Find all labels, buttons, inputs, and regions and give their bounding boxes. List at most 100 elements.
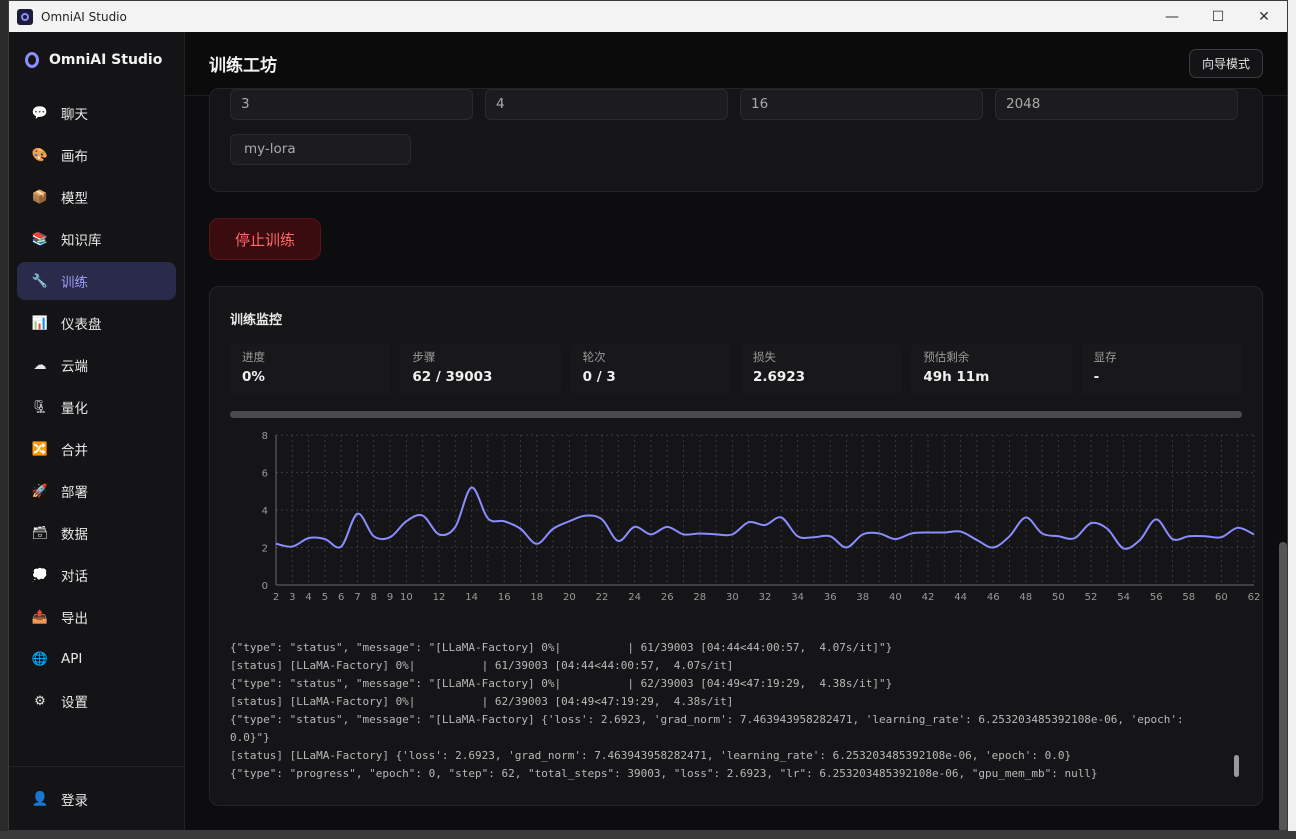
- x-tick-label: 12: [433, 592, 446, 603]
- login-button[interactable]: 👤 登录: [9, 766, 184, 830]
- login-label: 登录: [61, 792, 88, 809]
- sidebar-item-label: 部署: [61, 485, 88, 501]
- output-name-field[interactable]: my-lora: [230, 134, 411, 165]
- x-tick-label: 20: [563, 592, 576, 603]
- x-tick-label: 48: [1019, 592, 1032, 603]
- sidebar-item-0[interactable]: 💬 聊天: [17, 94, 176, 132]
- x-tick-label: 62: [1248, 592, 1261, 603]
- books-icon: 📚: [31, 231, 49, 247]
- palette-icon: 🎨: [31, 147, 49, 163]
- stat-label: 显存: [1093, 350, 1117, 364]
- stat-value: 0%: [242, 369, 265, 385]
- sidebar-item-1[interactable]: 🎨 画布: [17, 136, 176, 174]
- stat-card: 轮次 0 / 3: [570, 343, 731, 395]
- x-tick-label: 10: [400, 592, 413, 603]
- stat-value: 62 / 39003: [412, 369, 493, 385]
- stat-label: 步骤: [412, 350, 436, 364]
- main-scrollbar[interactable]: [1279, 542, 1287, 830]
- close-button[interactable]: ✕: [1258, 8, 1270, 25]
- stat-label: 轮次: [582, 350, 606, 364]
- x-tick-label: 16: [498, 592, 511, 603]
- stat-card: 预估剩余 49h 11m: [911, 343, 1072, 395]
- sidebar-item-label: 对话: [61, 569, 88, 585]
- sidebar-item-8[interactable]: 🔀 合并: [17, 430, 176, 468]
- brand: OmniAI Studio: [9, 32, 184, 88]
- log-scroll-thumb[interactable]: [1234, 755, 1239, 777]
- minimize-button[interactable]: —: [1165, 8, 1179, 25]
- window-title: OmniAI Studio: [41, 9, 127, 24]
- desktop-background-left: [0, 0, 8, 839]
- stop-training-button[interactable]: 停止训练: [209, 218, 321, 260]
- stat-value: 49h 11m: [923, 369, 990, 385]
- x-tick-label: 30: [726, 592, 739, 603]
- sidebar-item-2[interactable]: 📦 模型: [17, 178, 176, 216]
- top-bar: 训练工坊 向导模式: [185, 32, 1287, 96]
- stat-value: -: [1093, 369, 1100, 385]
- maximize-button[interactable]: ☐: [1211, 8, 1225, 25]
- sidebar-item-label: 模型: [61, 191, 88, 207]
- training-log[interactable]: {"type": "status", "message": "[LLaMA-Fa…: [230, 639, 1242, 789]
- app-logo-icon: [17, 8, 33, 25]
- sidebar-item-label: 聊天: [61, 107, 88, 123]
- x-tick-label: 36: [824, 592, 837, 603]
- config-field-1[interactable]: 3: [230, 89, 473, 120]
- bar-chart-icon: 📊: [31, 315, 49, 331]
- config-field-4[interactable]: 2048: [995, 89, 1238, 120]
- sidebar-item-6[interactable]: ☁ 云端: [17, 346, 176, 384]
- log-line: {"type": "status", "message": "[LLaMA-Fa…: [230, 713, 1191, 744]
- app-window: OmniAI Studio — ☐ ✕ OmniAI Studio 💬 聊天 🎨 画布…: [8, 0, 1288, 831]
- sidebar-item-11[interactable]: 💭 对话: [17, 556, 176, 594]
- sidebar-item-5[interactable]: 📊 仪表盘: [17, 304, 176, 342]
- shuffle-icon: 🔀: [31, 441, 49, 457]
- globe-icon: 🌐: [31, 651, 49, 667]
- log-line: {"type": "status", "message": "[LLaMA-Fa…: [230, 677, 893, 690]
- sidebar-item-9[interactable]: 🚀 部署: [17, 472, 176, 510]
- wizard-mode-button[interactable]: 向导模式: [1188, 49, 1263, 78]
- sidebar-item-10[interactable]: 🗃 数据: [17, 514, 176, 552]
- x-tick-label: 3: [289, 592, 295, 603]
- rocket-icon: 🚀: [31, 483, 49, 499]
- sidebar-item-3[interactable]: 📚 知识库: [17, 220, 176, 258]
- x-tick-label: 44: [954, 592, 967, 603]
- x-tick-label: 28: [693, 592, 706, 603]
- outbox-icon: 📤: [31, 609, 49, 625]
- brand-name: OmniAI Studio: [49, 52, 163, 68]
- sidebar-item-label: 仪表盘: [61, 317, 102, 333]
- x-tick-label: 18: [530, 592, 543, 603]
- sidebar-item-label: 数据: [61, 527, 88, 543]
- sidebar-item-label: 合并: [61, 443, 88, 459]
- x-tick-label: 50: [1052, 592, 1065, 603]
- progress-bar: [230, 411, 1242, 418]
- gear-icon: ⚙: [34, 693, 46, 709]
- sidebar-item-13[interactable]: 🌐 API: [17, 640, 176, 678]
- cloud-icon: ☁: [33, 357, 47, 373]
- config-field-2[interactable]: 4: [485, 89, 728, 120]
- taskbar-strip: [0, 831, 1296, 839]
- stat-card: 进度 0%: [230, 343, 391, 395]
- sidebar: OmniAI Studio 💬 聊天 🎨 画布 📦 模型 📚 知识库 🔧 训练 📊 仪表盘 ☁ 云端 🗜 量化…: [9, 32, 185, 830]
- config-field-3[interactable]: 16: [740, 89, 983, 120]
- sidebar-item-label: 云端: [61, 359, 88, 375]
- sidebar-item-label: 训练: [61, 275, 88, 291]
- sidebar-item-4[interactable]: 🔧 训练: [17, 262, 176, 300]
- sidebar-item-label: 设置: [61, 695, 88, 711]
- stat-label: 损失: [752, 350, 776, 364]
- loss-chart: 0 2 4 6 8 2 3 4 5 6 7 8 9 10 12 14 16 18 20 22 24 26 28 30 32 34 3…: [250, 427, 1270, 607]
- x-tick-label: 14: [465, 592, 478, 603]
- x-tick-label: 7: [354, 592, 360, 603]
- sidebar-item-12[interactable]: 📤 导出: [17, 598, 176, 636]
- sidebar-item-label: 量化: [61, 401, 88, 417]
- card-box-icon: 🗃: [31, 525, 49, 541]
- training-monitor: 训练监控 进度 0% 步骤 62 / 39003 轮次 0 / 3 损失 2.6923 预估剩余…: [209, 286, 1263, 806]
- sidebar-item-14[interactable]: ⚙ 设置: [17, 682, 176, 720]
- clamp-icon: 🗜: [31, 399, 49, 415]
- y-tick-label: 6: [262, 469, 268, 480]
- sidebar-item-label: 知识库: [61, 233, 102, 249]
- brand-ring-icon: [25, 52, 39, 68]
- log-line: {"type": "progress", "epoch": 0, "step":…: [230, 767, 1098, 780]
- x-tick-label: 56: [1150, 592, 1163, 603]
- sidebar-item-7[interactable]: 🗜 量化: [17, 388, 176, 426]
- log-line: [status] [LLaMA-Factory] 0%| | 61/39003 …: [230, 659, 734, 672]
- loss-series-line: [275, 486, 1255, 550]
